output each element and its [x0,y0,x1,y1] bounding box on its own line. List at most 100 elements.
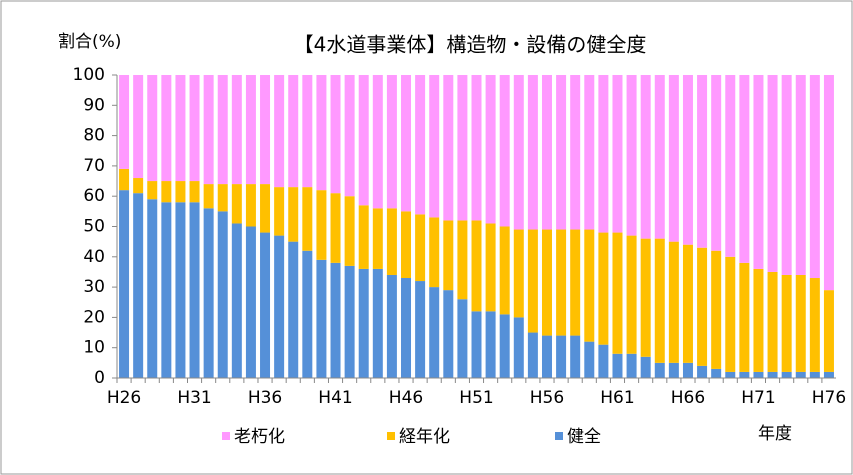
bar-segment [372,75,383,209]
bar-segment [823,75,834,291]
bar-segment [640,238,651,357]
bar-segment [443,75,454,221]
bar-segment [682,75,693,245]
bar-segment [217,75,228,185]
bar-segment [358,268,369,378]
bar-segment [302,187,313,251]
bar-segment [485,311,496,378]
bar-segment [654,362,665,378]
bar-segment [556,75,567,230]
bar-segment [386,75,397,209]
bar-segment [781,274,792,372]
bar-segment [330,75,341,194]
bar-segment [598,344,609,378]
bar-segment [527,229,538,333]
bar-segment [274,235,285,378]
legend-label: 経年化 [399,427,450,447]
bar-segment [316,190,327,260]
y-tick-label: 0 [94,368,105,388]
bar-segment [809,75,820,279]
bar-segment [513,229,524,318]
y-tick-label: 10 [83,338,105,358]
bar-segment [260,184,271,233]
y-tick-label: 30 [83,277,105,297]
bar-segment [260,75,271,185]
bar-segment [471,311,482,378]
bar-segment [739,75,750,263]
y-tick-label: 80 [83,126,105,146]
bar-segment [781,75,792,275]
bar-segment [245,226,256,378]
bar-segment [612,232,623,354]
bar-segment [725,75,736,257]
y-tick-label: 20 [83,307,105,327]
bar-segment [443,290,454,378]
bar-segment [541,229,552,336]
bar-segment [570,75,581,230]
bar-segment [274,75,285,188]
bar-segment [161,75,172,182]
bar-segment [203,184,214,209]
bar-segment [570,229,581,336]
legend-swatch [222,432,230,440]
legend-label: 老朽化 [234,427,285,447]
bar-segment [739,371,750,378]
bar-segment [711,368,722,378]
bar-segment [527,332,538,378]
bar-segment [809,371,820,378]
bar-segment [231,184,242,224]
bar-segment [668,241,679,363]
bar-segment [175,202,186,378]
bar-segment [133,178,144,194]
bar-segment [161,202,172,378]
bar-segment [668,75,679,242]
x-tick-label: H46 [389,388,423,408]
bar-segment [175,75,186,182]
bar-segment [499,314,510,378]
x-tick-label: H31 [177,388,211,408]
bar-segment [274,187,285,236]
bar-segment [767,371,778,378]
bar-segment [260,232,271,378]
bar-segment [147,181,158,200]
bar-segment [316,75,327,191]
bar-segment [499,75,510,227]
bar-segment [133,75,144,179]
bar-segment [457,75,468,221]
bar-segment [288,187,299,242]
x-tick-label: H61 [600,388,634,408]
x-axis-label: 年度 [758,424,792,444]
bar-segment [231,75,242,185]
bar-segment [358,75,369,206]
bar-segment [133,193,144,378]
bar-segment [485,223,496,312]
x-tick-label: H36 [248,388,282,408]
bar-segment [401,75,412,212]
bar-segment [499,226,510,315]
bar-segment [119,190,130,378]
bar-segment [372,268,383,378]
bar-segment [697,365,708,378]
bar-segment [556,335,567,378]
bar-segment [725,256,736,372]
bar-segment [302,75,313,188]
bar-segment [189,75,200,182]
bar-segment [330,193,341,263]
bar-segment [401,211,412,279]
bar-segment [344,75,355,197]
bar-segment [344,196,355,266]
bar-segment [626,75,637,236]
bar-segment [823,371,834,378]
bar-segment [147,199,158,378]
bar-segment [443,220,454,291]
bar-segment [288,241,299,378]
bar-segment [612,75,623,233]
bar-segment [429,75,440,218]
bar-segment [541,335,552,378]
bar-segment [386,274,397,378]
x-tick-label: H76 [812,388,846,408]
bar-segment [302,250,313,378]
bar-segment [175,181,186,203]
bar-segment [189,202,200,378]
